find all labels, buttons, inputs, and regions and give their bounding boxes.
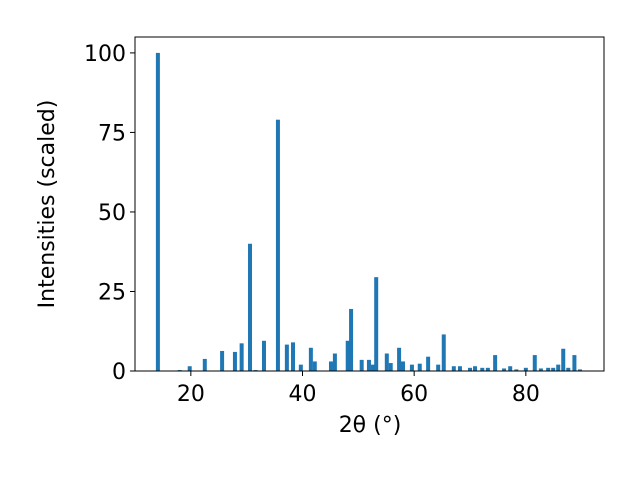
bar — [401, 361, 405, 371]
x-tick-label: 60 — [400, 382, 428, 407]
bar — [388, 363, 393, 371]
bar — [328, 361, 333, 371]
bar — [332, 353, 337, 371]
bar — [572, 355, 577, 371]
bar — [220, 350, 225, 371]
bar — [523, 367, 528, 371]
bar — [561, 348, 566, 371]
x-tick-label: 20 — [177, 382, 205, 407]
bar — [566, 367, 571, 371]
x-axis-label: 2θ (°) — [339, 413, 402, 438]
bar — [451, 366, 456, 371]
bar — [508, 366, 513, 371]
bar — [284, 344, 289, 371]
bar — [366, 359, 371, 371]
y-tick-label: 0 — [112, 360, 126, 385]
bar — [239, 343, 244, 371]
bar — [291, 342, 296, 371]
bar — [155, 52, 160, 372]
bar — [232, 351, 237, 371]
bar — [577, 369, 582, 371]
bar — [556, 364, 561, 371]
bar — [441, 334, 446, 371]
bar — [248, 243, 253, 371]
bar — [312, 361, 317, 371]
bar — [359, 359, 364, 371]
bar — [473, 366, 478, 371]
bar — [468, 367, 472, 371]
bar — [436, 364, 441, 371]
plot-frame — [134, 36, 605, 372]
bar — [308, 347, 313, 371]
bar — [374, 277, 379, 371]
x-tick-label: 80 — [512, 382, 540, 407]
bar — [298, 364, 303, 371]
bar — [426, 356, 431, 371]
bar — [480, 367, 485, 371]
bar — [187, 366, 192, 371]
bar — [275, 119, 280, 371]
bar — [502, 368, 507, 371]
y-tick-label: 75 — [98, 121, 126, 146]
bar — [493, 355, 498, 371]
bar — [397, 347, 402, 371]
bar — [202, 358, 207, 371]
bar — [551, 367, 556, 371]
bar — [370, 364, 375, 371]
bar — [457, 366, 462, 371]
y-axis-label: Intensities (scaled) — [35, 100, 60, 309]
bar — [349, 308, 354, 371]
bar — [532, 355, 537, 371]
x-tick-label: 40 — [289, 382, 317, 407]
bar — [409, 364, 414, 371]
bar — [384, 353, 389, 371]
y-tick-label: 50 — [98, 201, 126, 226]
bar — [546, 367, 551, 371]
bar — [261, 340, 266, 371]
bar — [417, 363, 422, 371]
bar — [345, 340, 350, 371]
y-tick-label: 25 — [98, 280, 126, 305]
bar — [514, 369, 519, 371]
bar — [538, 368, 543, 371]
bar — [485, 367, 490, 371]
y-tick-label: 100 — [84, 42, 126, 67]
